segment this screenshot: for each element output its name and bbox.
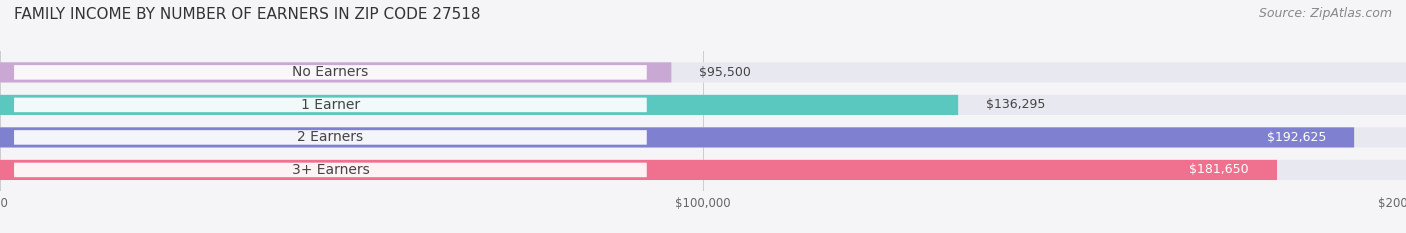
FancyBboxPatch shape (14, 130, 647, 145)
FancyBboxPatch shape (14, 98, 647, 112)
Text: $181,650: $181,650 (1189, 163, 1249, 176)
Text: No Earners: No Earners (292, 65, 368, 79)
FancyBboxPatch shape (0, 95, 1406, 115)
Text: 3+ Earners: 3+ Earners (291, 163, 370, 177)
Text: $192,625: $192,625 (1267, 131, 1326, 144)
Text: $136,295: $136,295 (986, 98, 1046, 111)
Text: 1 Earner: 1 Earner (301, 98, 360, 112)
Text: $95,500: $95,500 (700, 66, 751, 79)
FancyBboxPatch shape (0, 95, 957, 115)
FancyBboxPatch shape (14, 163, 647, 177)
FancyBboxPatch shape (0, 62, 672, 82)
Text: FAMILY INCOME BY NUMBER OF EARNERS IN ZIP CODE 27518: FAMILY INCOME BY NUMBER OF EARNERS IN ZI… (14, 7, 481, 22)
FancyBboxPatch shape (0, 160, 1406, 180)
FancyBboxPatch shape (14, 65, 647, 80)
FancyBboxPatch shape (0, 160, 1277, 180)
FancyBboxPatch shape (0, 127, 1354, 147)
Text: Source: ZipAtlas.com: Source: ZipAtlas.com (1258, 7, 1392, 20)
Text: 2 Earners: 2 Earners (297, 130, 364, 144)
FancyBboxPatch shape (0, 127, 1406, 147)
FancyBboxPatch shape (0, 62, 1406, 82)
